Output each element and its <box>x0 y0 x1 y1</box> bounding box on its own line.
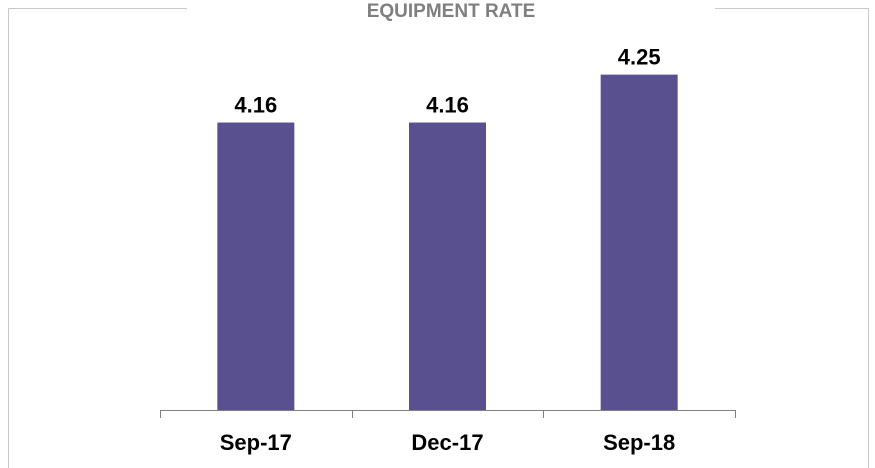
frame <box>8 8 869 468</box>
bar <box>600 74 678 410</box>
data-label: 4.16 <box>234 92 277 117</box>
x-tick-label: Sep-18 <box>603 430 675 455</box>
data-label: 4.25 <box>618 44 661 69</box>
bar <box>217 122 295 410</box>
data-label: 4.16 <box>426 92 469 117</box>
x-tick-label: Dec-17 <box>411 430 483 455</box>
chart-title: EQUIPMENT RATE <box>367 1 536 22</box>
bar <box>409 122 486 410</box>
x-tick-label: Sep-17 <box>220 430 292 455</box>
